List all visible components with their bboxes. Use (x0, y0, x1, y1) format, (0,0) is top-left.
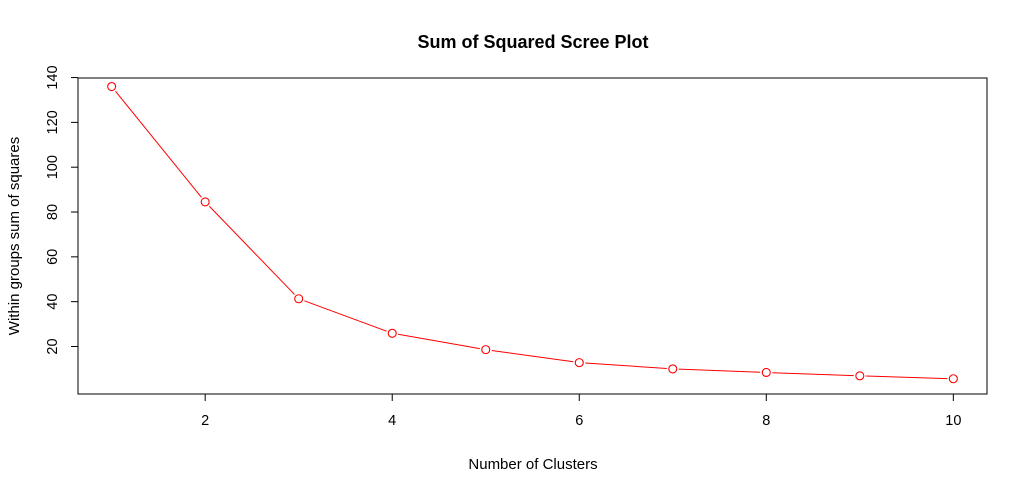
series-line-segment (398, 333, 480, 350)
x-tick-label: 2 (201, 413, 209, 429)
data-point (574, 358, 584, 368)
y-axis-label: Within groups sum of squares (6, 137, 23, 335)
plot-frame (77, 77, 988, 395)
series-line-segment (865, 375, 948, 380)
series-line-segment (585, 362, 667, 369)
data-point (294, 294, 304, 304)
x-tick-label: 6 (575, 413, 583, 429)
series-line-segment (678, 368, 761, 373)
data-point (761, 367, 771, 378)
y-tick-label: 20 (45, 338, 61, 354)
x-tick-label: 4 (388, 413, 396, 429)
data-point (668, 364, 678, 374)
y-tick-label: 140 (45, 65, 61, 89)
data-point (107, 81, 117, 92)
x-tick-label: 8 (762, 413, 770, 429)
series-line-segment (304, 300, 387, 332)
series-line-segment (115, 90, 202, 198)
series-line-segment (772, 372, 854, 377)
y-tick-label: 40 (45, 294, 61, 310)
data-point (481, 345, 491, 355)
data-point (200, 197, 210, 207)
y-axis: 20 40 60 80 100 120 140 (45, 65, 79, 355)
data-point (855, 371, 865, 381)
chart-title: Sum of Squared Scree Plot (417, 32, 648, 52)
y-tick-label: 120 (45, 110, 61, 134)
x-tick-label: 10 (945, 413, 961, 429)
data-point (387, 328, 397, 338)
y-tick-label: 100 (45, 155, 61, 179)
y-tick-label: 80 (45, 204, 61, 220)
y-tick-label: 60 (45, 249, 61, 265)
x-axis-label: Number of Clusters (468, 456, 597, 473)
data-series (107, 81, 958, 384)
series-line-segment (491, 349, 574, 363)
series-line-segment (208, 205, 295, 295)
data-point (948, 374, 958, 384)
x-axis: 2 4 6 8 10 (201, 393, 961, 429)
